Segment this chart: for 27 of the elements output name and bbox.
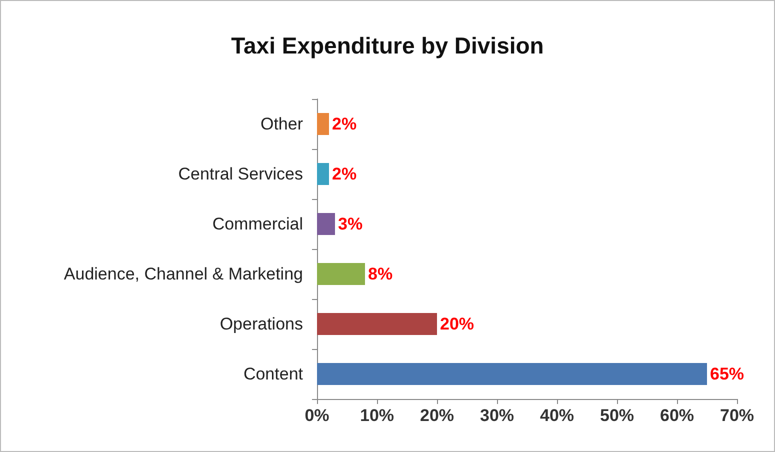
x-tick-label: 20% <box>420 406 454 425</box>
data-label: 20% <box>440 314 474 334</box>
data-label: 2% <box>332 164 357 184</box>
x-tick-label: 70% <box>720 406 754 425</box>
data-label: 3% <box>338 214 363 234</box>
x-tick-label: 10% <box>360 406 394 425</box>
x-tick-label: 30% <box>480 406 514 425</box>
x-tick-label: 40% <box>540 406 574 425</box>
x-tick-label: 50% <box>600 406 634 425</box>
y-tick-label: Central Services <box>178 164 303 184</box>
data-label: 8% <box>368 264 393 284</box>
bar <box>317 313 437 335</box>
bar <box>317 113 329 135</box>
data-label: 65% <box>710 364 744 384</box>
chart-title: Taxi Expenditure by Division <box>231 32 544 58</box>
bar <box>317 163 329 185</box>
x-tick-label: 60% <box>660 406 694 425</box>
bar <box>317 263 365 285</box>
x-tick-label: 0% <box>304 406 330 425</box>
bar <box>317 363 707 385</box>
bar <box>317 213 335 235</box>
y-tick-label: Audience, Channel & Marketing <box>64 264 303 284</box>
y-tick-label: Content <box>243 364 304 384</box>
data-label: 2% <box>332 114 357 134</box>
y-tick-label: Operations <box>220 314 303 334</box>
y-tick-label: Other <box>260 114 304 134</box>
y-tick-label: Commercial <box>212 214 303 234</box>
